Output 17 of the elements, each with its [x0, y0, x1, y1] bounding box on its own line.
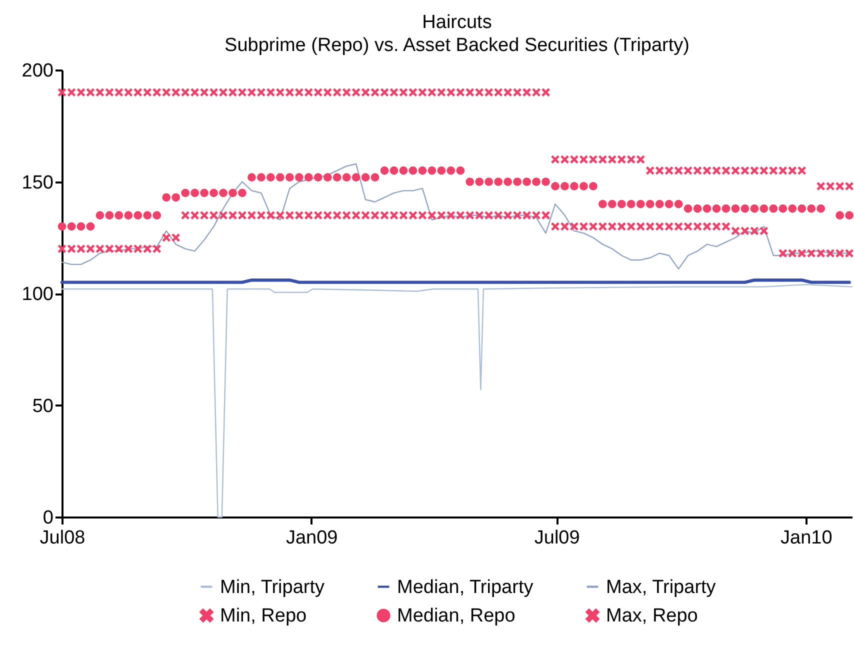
- x-tick-label: Jan10: [780, 528, 832, 548]
- chart-subtitle: Subprime (Repo) vs. Asset Backed Securities (Triparty): [224, 35, 690, 56]
- y-tick-label: 0: [42, 508, 54, 528]
- legend-label: Min, Repo: [220, 606, 307, 626]
- legend-label: Max, Triparty: [606, 576, 716, 598]
- legend-label: Max, Repo: [606, 606, 698, 626]
- y-tick-label: 100: [22, 284, 54, 305]
- x-tick-label: Jul09: [534, 528, 580, 548]
- y-tick-label: 150: [22, 172, 54, 194]
- x-tick-label: Jul08: [40, 528, 86, 548]
- legend-label: Median, Repo: [397, 606, 516, 626]
- y-tick-label: 200: [22, 60, 54, 82]
- legend-label: Median, Triparty: [397, 576, 534, 598]
- y-tick-label: 50: [32, 396, 54, 417]
- chart-title: Haircuts: [422, 12, 492, 33]
- x-tick-label: Jan09: [286, 528, 338, 548]
- legend-label: Min, Triparty: [220, 576, 326, 598]
